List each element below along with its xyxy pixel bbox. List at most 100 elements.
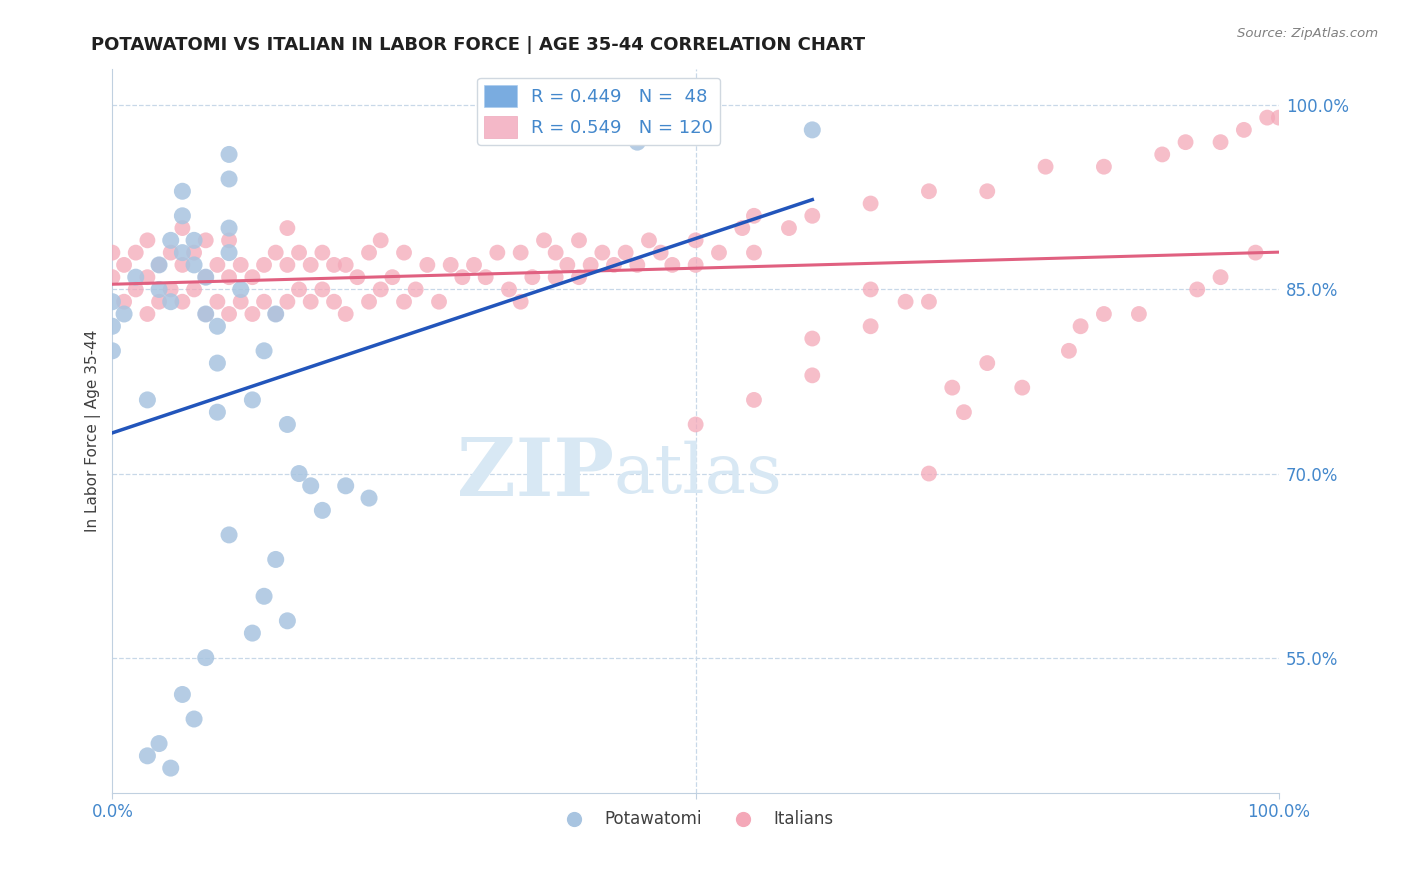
Point	[299, 294, 322, 309]
Point	[544, 245, 567, 260]
Point	[172, 258, 194, 272]
Point	[299, 258, 322, 272]
Point	[183, 258, 205, 272]
Point	[335, 258, 357, 272]
Point	[229, 294, 252, 309]
Point	[1233, 123, 1256, 137]
Text: POTAWATOMI VS ITALIAN IN LABOR FORCE | AGE 35-44 CORRELATION CHART: POTAWATOMI VS ITALIAN IN LABOR FORCE | A…	[91, 36, 866, 54]
Point	[323, 258, 346, 272]
Point	[136, 392, 159, 407]
Point	[859, 319, 882, 334]
Point	[264, 307, 287, 321]
Point	[276, 258, 298, 272]
Point	[172, 221, 194, 235]
Point	[136, 748, 159, 763]
Point	[264, 552, 287, 566]
Point	[1057, 343, 1080, 358]
Point	[661, 258, 683, 272]
Point	[533, 233, 555, 247]
Point	[112, 307, 135, 321]
Point	[685, 258, 707, 272]
Point	[159, 761, 181, 775]
Point	[801, 368, 824, 383]
Point	[229, 282, 252, 296]
Point	[207, 319, 229, 334]
Point	[288, 282, 311, 296]
Point	[918, 294, 941, 309]
Point	[544, 270, 567, 285]
Point	[148, 737, 170, 751]
Point	[579, 258, 602, 272]
Point	[125, 270, 148, 285]
Point	[112, 258, 135, 272]
Point	[218, 245, 240, 260]
Point	[392, 245, 415, 260]
Point	[707, 245, 730, 260]
Point	[1035, 160, 1057, 174]
Point	[801, 332, 824, 346]
Point	[136, 270, 159, 285]
Point	[207, 258, 229, 272]
Point	[101, 245, 124, 260]
Point	[685, 417, 707, 432]
Point	[614, 245, 637, 260]
Point	[522, 270, 544, 285]
Point	[976, 356, 998, 370]
Point	[742, 209, 765, 223]
Point	[370, 233, 392, 247]
Point	[183, 282, 205, 296]
Text: Source: ZipAtlas.com: Source: ZipAtlas.com	[1237, 27, 1378, 40]
Point	[311, 282, 333, 296]
Point	[685, 233, 707, 247]
Point	[159, 282, 181, 296]
Point	[894, 294, 917, 309]
Point	[626, 258, 648, 272]
Point	[194, 270, 217, 285]
Point	[207, 294, 229, 309]
Point	[101, 343, 124, 358]
Point	[218, 528, 240, 542]
Point	[638, 233, 661, 247]
Point	[101, 294, 124, 309]
Point	[1187, 282, 1209, 296]
Point	[591, 245, 613, 260]
Point	[1128, 307, 1150, 321]
Point	[509, 294, 531, 309]
Point	[742, 392, 765, 407]
Point	[148, 258, 170, 272]
Point	[264, 307, 287, 321]
Point	[264, 245, 287, 260]
Point	[194, 270, 217, 285]
Point	[1268, 111, 1291, 125]
Point	[172, 688, 194, 702]
Point	[346, 270, 368, 285]
Point	[357, 491, 380, 505]
Point	[194, 233, 217, 247]
Point	[335, 307, 357, 321]
Point	[311, 245, 333, 260]
Point	[509, 245, 531, 260]
Point	[101, 270, 124, 285]
Point	[427, 294, 450, 309]
Point	[242, 270, 264, 285]
Point	[557, 258, 579, 272]
Point	[311, 503, 333, 517]
Point	[159, 245, 181, 260]
Point	[918, 467, 941, 481]
Point	[299, 479, 322, 493]
Point	[498, 282, 520, 296]
Point	[288, 245, 311, 260]
Point	[183, 233, 205, 247]
Point	[370, 282, 392, 296]
Point	[650, 245, 672, 260]
Point	[568, 270, 591, 285]
Point	[125, 282, 148, 296]
Point	[194, 307, 217, 321]
Point	[1209, 270, 1232, 285]
Point	[148, 294, 170, 309]
Point	[253, 343, 276, 358]
Point	[463, 258, 485, 272]
Point	[626, 135, 648, 149]
Point	[253, 294, 276, 309]
Point	[416, 258, 439, 272]
